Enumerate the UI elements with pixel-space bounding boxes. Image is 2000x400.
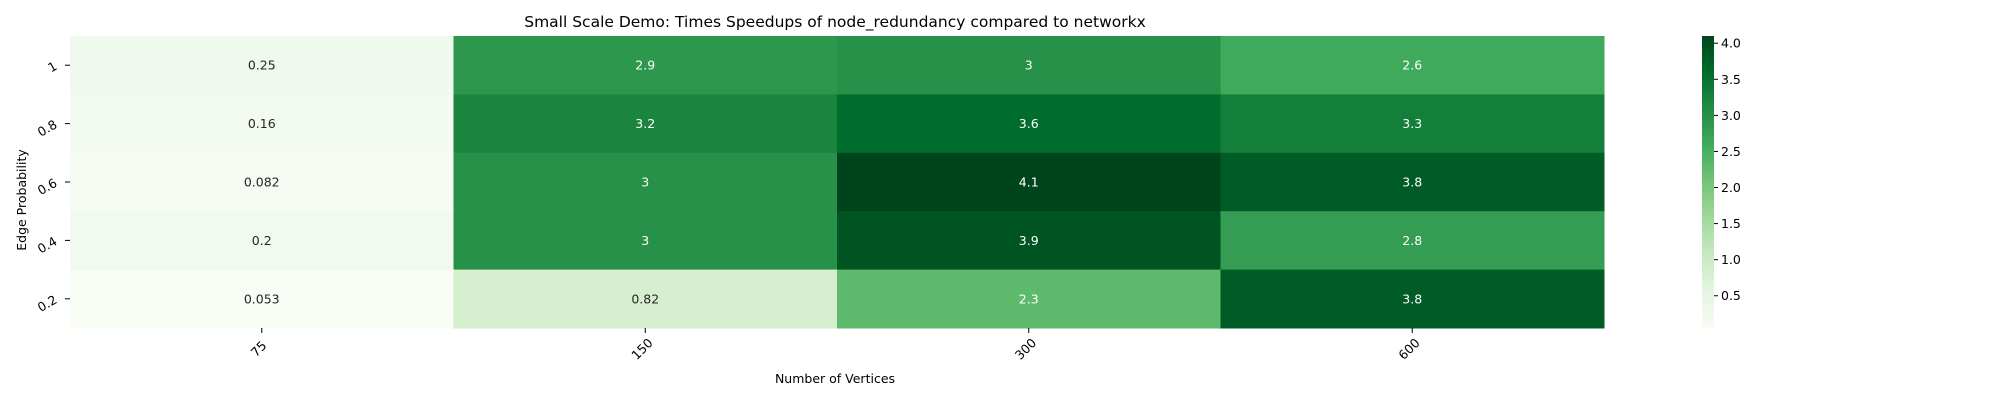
heatmap-cell: [70, 36, 454, 95]
x-axis-ticks: 75 150 300 600: [248, 328, 1423, 363]
heatmap-cell: [1220, 152, 1605, 212]
y-axis-label: Edge Probability: [14, 149, 29, 251]
cell-value-label: 2.9: [635, 58, 655, 73]
colorbar-tick-label: 2.0: [1721, 180, 1741, 195]
x-tick-label: 600: [1395, 335, 1423, 363]
cell-value-label: 2.8: [1402, 233, 1422, 248]
cell-value-label: 3.3: [1402, 116, 1422, 131]
y-tick-label: 1: [45, 58, 59, 75]
heatmap-cell: [70, 152, 454, 212]
heatmap-cell: [837, 269, 1221, 329]
cell-value-label: 0.053: [244, 291, 280, 306]
cell-value-label: 2.3: [1019, 291, 1039, 306]
heatmap-cell: [453, 269, 838, 329]
cell-value-label: 2.6: [1402, 58, 1422, 73]
heatmap-cell: [837, 152, 1221, 212]
cell-value-label: 3.2: [635, 116, 655, 131]
colorbar-tick-label: 4.0: [1721, 36, 1741, 51]
cell-value-label: 3.9: [1019, 233, 1039, 248]
heatmap-cell: [1220, 94, 1605, 154]
y-tick-label: 0.6: [35, 175, 60, 198]
y-axis-ticks: 1 0.8 0.6 0.4 0.2: [35, 58, 70, 315]
x-tick-label: 300: [1012, 335, 1040, 363]
heatmap-cell: [837, 36, 1221, 95]
heatmap-cell: [453, 152, 838, 212]
y-tick-label: 0.8: [35, 117, 60, 140]
heatmap-cell: [453, 211, 838, 271]
colorbar-tick-label: 1.5: [1721, 216, 1741, 231]
cell-value-label: 3: [641, 233, 649, 248]
cell-value-label: 3.8: [1402, 175, 1422, 190]
heatmap-cell: [453, 94, 838, 154]
x-axis-label: Number of Vertices: [775, 371, 895, 386]
cell-value-label: 3.8: [1402, 291, 1422, 306]
heatmap-cell: [837, 211, 1221, 271]
colorbar-tick-label: 2.5: [1721, 144, 1741, 159]
cell-value-label: 0.2: [252, 233, 272, 248]
cell-value-label: 0.16: [248, 116, 276, 131]
x-tick-label: 150: [628, 335, 656, 363]
cell-value-label: 3.6: [1019, 116, 1039, 131]
colorbar-gradient: [1702, 36, 1714, 328]
heatmap-cell: [1220, 36, 1605, 95]
cell-value-label: 3: [1025, 58, 1033, 73]
y-tick-label: 0.4: [35, 233, 60, 256]
colorbar-tick-label: 3.5: [1721, 72, 1741, 87]
chart-title: Small Scale Demo: Times Speedups of node…: [524, 13, 1146, 32]
x-tick-label: 75: [248, 338, 270, 360]
colorbar-tick-label: 3.0: [1721, 108, 1741, 123]
cell-value-label: 0.82: [631, 291, 659, 306]
cell-value-label: 0.082: [244, 175, 280, 190]
heatmap-cell: [70, 211, 454, 271]
cell-value-label: 3: [641, 175, 649, 190]
colorbar-tick-label: 0.5: [1721, 288, 1741, 303]
cell-value-label: 0.25: [248, 58, 276, 73]
y-tick-label: 0.2: [35, 292, 60, 315]
cell-value-label: 4.1: [1019, 175, 1039, 190]
heatmap-cell: [70, 269, 454, 329]
colorbar: 0.5 1.0 1.5 2.0 2.5 3.0 3.5 4.0: [1702, 36, 1741, 328]
heatmap-cells: 0.25 2.9 3 2.6 0.16 3.2 3.6 3.3 0.082 3 4.1 3.8 0.2 3…: [70, 36, 1605, 329]
heatmap-cell: [1220, 211, 1605, 271]
heatmap-cell: [837, 94, 1221, 154]
colorbar-tick-label: 1.0: [1721, 252, 1741, 267]
heatmap-cell: [1220, 269, 1605, 329]
heatmap-cell: [453, 36, 838, 95]
heatmap-cell: [70, 94, 454, 154]
